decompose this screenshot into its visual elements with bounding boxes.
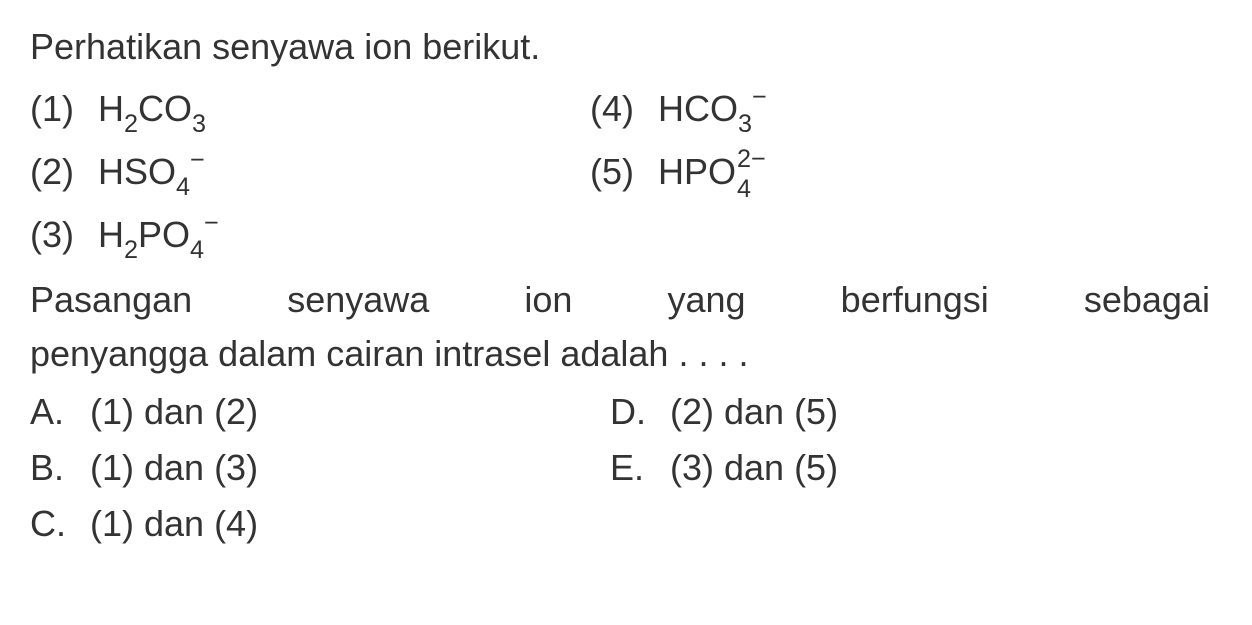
word: Pasangan bbox=[30, 273, 192, 327]
option-a: A. (1) dan (2) bbox=[30, 385, 610, 439]
intro-text: Perhatikan senyawa ion berikut. bbox=[30, 20, 1222, 74]
compound-formula: HCO3− bbox=[658, 82, 767, 141]
compound-number: (3) bbox=[30, 208, 74, 262]
word: ion bbox=[524, 273, 572, 327]
compounds-row-3: (3) H2PO4− bbox=[30, 208, 1222, 267]
compound-4: (4) HCO3− bbox=[590, 82, 1150, 141]
options-row-c: C. (1) dan (4) bbox=[30, 497, 1222, 551]
question-line-2: penyangga dalam cairan intrasel adalah .… bbox=[30, 327, 1222, 381]
question-container: Perhatikan senyawa ion berikut. (1) H2CO… bbox=[30, 20, 1222, 551]
compounds-row-1: (1) H2CO3 (4) HCO3− bbox=[30, 82, 1222, 141]
compound-1: (1) H2CO3 bbox=[30, 82, 590, 141]
compounds-row-2: (2) HSO4− (5) HPO2−4 bbox=[30, 145, 1222, 204]
compound-formula: H2CO3 bbox=[98, 82, 206, 141]
compound-formula: H2PO4− bbox=[98, 208, 219, 267]
options-row-a: A. (1) dan (2) D. (2) dan (5) bbox=[30, 385, 1222, 439]
option-letter: E. bbox=[610, 441, 670, 495]
word: yang bbox=[668, 273, 746, 327]
options-row-b: B. (1) dan (3) E. (3) dan (5) bbox=[30, 441, 1222, 495]
compound-3: (3) H2PO4− bbox=[30, 208, 590, 267]
compound-formula: HPO2−4 bbox=[658, 145, 766, 199]
option-text: (1) dan (4) bbox=[90, 497, 258, 551]
compound-number: (1) bbox=[30, 82, 74, 136]
option-e: E. (3) dan (5) bbox=[610, 441, 1170, 495]
word: senyawa bbox=[287, 273, 429, 327]
word: sebagai bbox=[1084, 273, 1210, 327]
option-text: (1) dan (2) bbox=[90, 385, 258, 439]
compound-number: (2) bbox=[30, 145, 74, 199]
option-letter: D. bbox=[610, 385, 670, 439]
option-b: B. (1) dan (3) bbox=[30, 441, 610, 495]
compound-number: (5) bbox=[590, 145, 634, 199]
option-d: D. (2) dan (5) bbox=[610, 385, 1170, 439]
word: berfungsi bbox=[841, 273, 989, 327]
option-text: (2) dan (5) bbox=[670, 385, 838, 439]
option-letter: A. bbox=[30, 385, 90, 439]
option-letter: B. bbox=[30, 441, 90, 495]
option-text: (3) dan (5) bbox=[670, 441, 838, 495]
question-line-1: Pasangan senyawa ion yang berfungsi seba… bbox=[30, 273, 1210, 327]
option-c: C. (1) dan (4) bbox=[30, 497, 610, 551]
option-letter: C. bbox=[30, 497, 90, 551]
option-text: (1) dan (3) bbox=[90, 441, 258, 495]
compound-5: (5) HPO2−4 bbox=[590, 145, 1150, 204]
compound-number: (4) bbox=[590, 82, 634, 136]
compound-formula: HSO4− bbox=[98, 145, 205, 204]
question-text: Pasangan senyawa ion yang berfungsi seba… bbox=[30, 273, 1222, 381]
compound-2: (2) HSO4− bbox=[30, 145, 590, 204]
